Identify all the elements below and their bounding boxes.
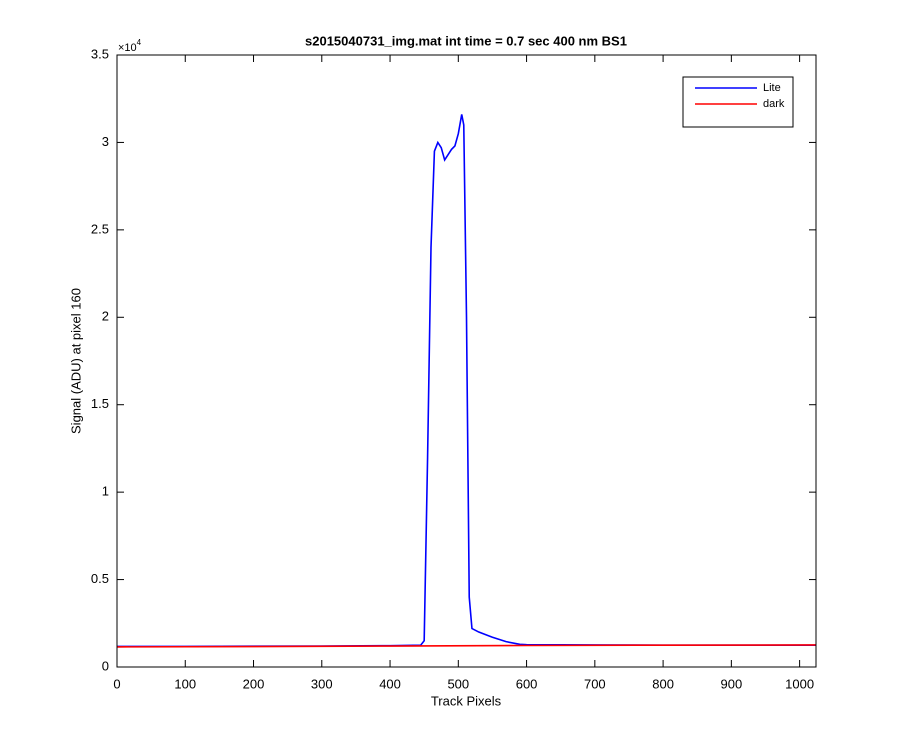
x-tick-label: 200 xyxy=(243,676,265,691)
y-tick-label: 3 xyxy=(102,134,109,149)
x-tick-label: 0 xyxy=(113,676,120,691)
y-tick-label: 0 xyxy=(102,658,109,673)
y-tick-label: 2.5 xyxy=(91,221,109,236)
chart-title: s2015040731_img.mat int time = 0.7 sec 4… xyxy=(305,33,627,48)
x-tick-label: 400 xyxy=(379,676,401,691)
y-tick-label: 0.5 xyxy=(91,571,109,586)
y-tick-label: 1.5 xyxy=(91,396,109,411)
y-multiplier: ×104 xyxy=(118,38,142,54)
x-tick-label: 700 xyxy=(584,676,606,691)
y-multiplier-base: ×10 xyxy=(118,42,137,54)
x-tick-label: 900 xyxy=(721,676,743,691)
data-line xyxy=(116,644,817,648)
axes-frame xyxy=(116,54,817,668)
x-tick-label: 100 xyxy=(174,676,196,691)
x-tick-label: 500 xyxy=(447,676,469,691)
y-tick-label: 3.5 xyxy=(91,46,109,61)
legend-box xyxy=(682,76,794,128)
x-tick-label: 800 xyxy=(652,676,674,691)
x-tick-label: 600 xyxy=(516,676,538,691)
y-tick-label: 1 xyxy=(102,484,109,499)
x-tick-label: 1000 xyxy=(785,676,814,691)
legend-label: dark xyxy=(763,98,785,110)
x-axis-label: Track Pixels xyxy=(431,693,502,708)
y-axis-label: Signal (ADU) at pixel 160 xyxy=(68,288,83,434)
y-tick-label: 2 xyxy=(102,309,109,324)
y-multiplier-exponent: 4 xyxy=(137,38,142,47)
legend-label: Lite xyxy=(763,82,781,94)
x-tick-label: 300 xyxy=(311,676,333,691)
